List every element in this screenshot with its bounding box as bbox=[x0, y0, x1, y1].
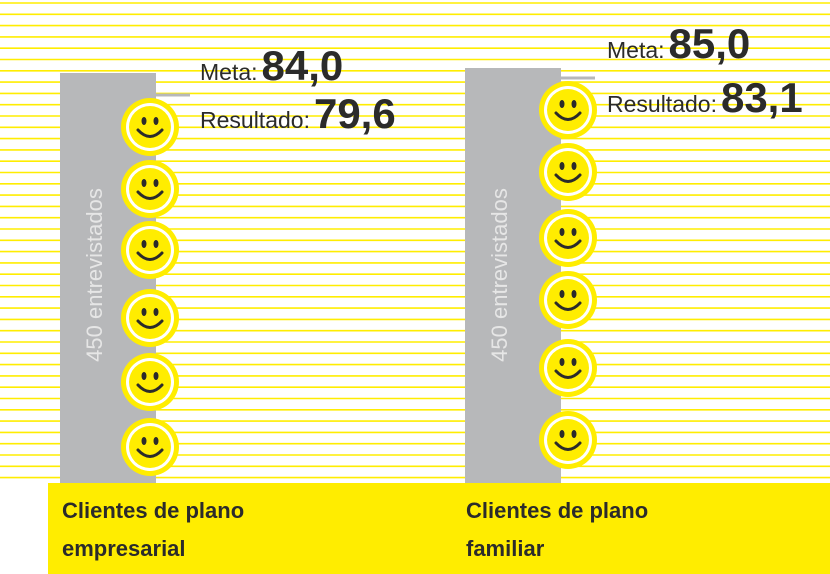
smiley-face bbox=[547, 279, 589, 321]
eye bbox=[559, 162, 565, 170]
eye bbox=[559, 430, 565, 438]
eye bbox=[559, 290, 565, 298]
smiley bbox=[539, 271, 597, 329]
result-label: Resultado: bbox=[607, 91, 717, 117]
smiley bbox=[121, 221, 179, 279]
eye bbox=[153, 240, 159, 248]
smiley-face bbox=[129, 168, 171, 210]
smiley bbox=[121, 289, 179, 347]
smile bbox=[554, 441, 582, 451]
result: Resultado:79,6 bbox=[200, 90, 396, 137]
smile bbox=[136, 319, 164, 329]
smiley-face bbox=[547, 151, 589, 193]
smiley bbox=[121, 160, 179, 218]
eye bbox=[571, 430, 577, 438]
meta-label: Meta: bbox=[200, 59, 258, 85]
eye bbox=[153, 437, 159, 445]
meta-label: Meta: bbox=[607, 37, 665, 63]
label-band bbox=[48, 483, 830, 574]
eye bbox=[571, 358, 577, 366]
smiley-face bbox=[129, 297, 171, 339]
smile bbox=[554, 369, 582, 379]
smiley bbox=[121, 418, 179, 476]
eye bbox=[153, 308, 159, 316]
smiley-face bbox=[129, 106, 171, 148]
eye bbox=[141, 117, 147, 125]
result: Resultado:83,1 bbox=[607, 74, 803, 121]
eye bbox=[141, 372, 147, 380]
sample-bar bbox=[465, 68, 561, 483]
smile bbox=[554, 173, 582, 183]
eye bbox=[559, 100, 565, 108]
eye bbox=[141, 308, 147, 316]
smiley-face bbox=[547, 347, 589, 389]
eye bbox=[141, 179, 147, 187]
smiley-face bbox=[547, 89, 589, 131]
eye bbox=[559, 228, 565, 236]
smile bbox=[136, 190, 164, 200]
smile bbox=[136, 383, 164, 393]
smiley-face bbox=[547, 217, 589, 259]
eye bbox=[571, 228, 577, 236]
group-name: empresarial bbox=[62, 536, 186, 561]
meta-value: 84,0 bbox=[262, 42, 344, 89]
smile bbox=[136, 128, 164, 138]
group-name: Clientes de plano bbox=[466, 498, 648, 523]
smile bbox=[554, 239, 582, 249]
eye bbox=[141, 437, 147, 445]
meta-value: 85,0 bbox=[669, 20, 751, 67]
eye bbox=[153, 117, 159, 125]
smiley-face bbox=[129, 229, 171, 271]
meta: Meta:85,0 bbox=[607, 20, 750, 67]
eye bbox=[153, 179, 159, 187]
smiley-face bbox=[129, 361, 171, 403]
smiley-face bbox=[129, 426, 171, 468]
smiley bbox=[539, 209, 597, 267]
eye bbox=[571, 162, 577, 170]
smiley bbox=[121, 353, 179, 411]
sample-label: 450 entrevistados bbox=[487, 188, 512, 362]
eye bbox=[153, 372, 159, 380]
smile bbox=[554, 301, 582, 311]
result-value: 83,1 bbox=[721, 74, 803, 121]
smiley-face bbox=[547, 419, 589, 461]
eye bbox=[571, 290, 577, 298]
result-value: 79,6 bbox=[314, 90, 396, 137]
smiley bbox=[121, 98, 179, 156]
eye bbox=[571, 100, 577, 108]
smile bbox=[136, 448, 164, 458]
group-name: Clientes de plano bbox=[62, 498, 244, 523]
smiley bbox=[539, 143, 597, 201]
group-name: familiar bbox=[466, 536, 545, 561]
smiley bbox=[539, 81, 597, 139]
eye bbox=[141, 240, 147, 248]
smile bbox=[136, 251, 164, 261]
smiley bbox=[539, 339, 597, 397]
smile bbox=[554, 111, 582, 121]
meta: Meta:84,0 bbox=[200, 42, 343, 89]
smiley bbox=[539, 411, 597, 469]
result-label: Resultado: bbox=[200, 107, 310, 133]
eye bbox=[559, 358, 565, 366]
sample-label: 450 entrevistados bbox=[82, 188, 107, 362]
